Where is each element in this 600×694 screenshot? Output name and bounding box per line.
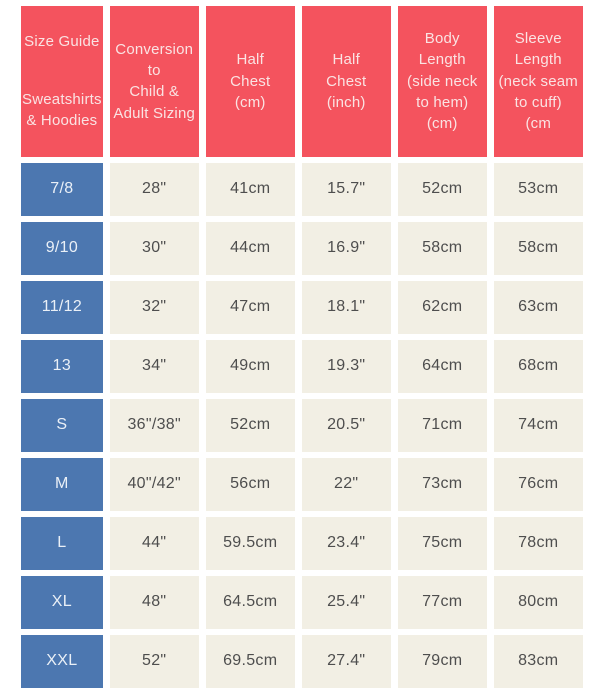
measurement-cell: 71cm — [397, 398, 487, 452]
table-header: Size Guide Sweatshirts & Hoodies Convers… — [21, 6, 583, 157]
measurement-cell: 44cm — [205, 221, 295, 275]
measurement-cell: 28" — [109, 162, 199, 216]
measurement-cell: 68cm — [493, 339, 583, 393]
measurement-cell: 56cm — [205, 457, 295, 511]
measurement-cell: 41cm — [205, 162, 295, 216]
measurement-cell: 23.4" — [301, 516, 391, 570]
table-row: S 36"/38" 52cm 20.5" 71cm 74cm — [21, 398, 583, 452]
measurement-cell: 52" — [109, 634, 199, 688]
measurement-cell: 75cm — [397, 516, 487, 570]
table-row: M 40"/42" 56cm 22" 73cm 76cm — [21, 457, 583, 511]
table-body: 7/8 28" 41cm 15.7" 52cm 53cm 9/10 30" 44cm 16.9" 5… — [21, 162, 583, 688]
size-guide-page: Size Guide Sweatshirts & Hoodies Convers… — [21, 6, 583, 688]
measurement-cell: 78cm — [493, 516, 583, 570]
measurement-cell: 83cm — [493, 634, 583, 688]
measurement-cell: 48" — [109, 575, 199, 629]
measurement-cell: 34" — [109, 339, 199, 393]
measurement-cell: 32" — [109, 280, 199, 334]
measurement-cell: 44" — [109, 516, 199, 570]
measurement-cell: 52cm — [205, 398, 295, 452]
measurement-cell: 79cm — [397, 634, 487, 688]
table-row: 13 34" 49cm 19.3" 64cm 68cm — [21, 339, 583, 393]
measurement-cell: 58cm — [493, 221, 583, 275]
size-label-cell: L — [21, 516, 103, 570]
measurement-cell: 40"/42" — [109, 457, 199, 511]
size-label-cell: S — [21, 398, 103, 452]
size-guide-title: Size Guide — [24, 33, 100, 51]
table-row: 9/10 30" 44cm 16.9" 58cm 58cm — [21, 221, 583, 275]
size-label-cell: M — [21, 457, 103, 511]
measurement-cell: 47cm — [205, 280, 295, 334]
table-row: 7/8 28" 41cm 15.7" 52cm 53cm — [21, 162, 583, 216]
measurement-cell: 52cm — [397, 162, 487, 216]
measurement-cell: 64cm — [397, 339, 487, 393]
measurement-cell: 27.4" — [301, 634, 391, 688]
size-guide-table: Size Guide Sweatshirts & Hoodies Convers… — [14, 0, 590, 694]
table-row: 11/12 32" 47cm 18.1" 62cm 63cm — [21, 280, 583, 334]
measurement-cell: 59.5cm — [205, 516, 295, 570]
measurement-cell: 16.9" — [301, 221, 391, 275]
column-header-conversion-sizing: Conversion to Child & Adult Sizing — [109, 6, 199, 157]
header-row: Size Guide Sweatshirts & Hoodies Convers… — [21, 6, 583, 157]
table-row: XL 48" 64.5cm 25.4" 77cm 80cm — [21, 575, 583, 629]
column-header-half-chest-cm: Half Chest (cm) — [205, 6, 295, 157]
measurement-cell: 73cm — [397, 457, 487, 511]
measurement-cell: 15.7" — [301, 162, 391, 216]
table-row: XXL 52" 69.5cm 27.4" 79cm 83cm — [21, 634, 583, 688]
size-label-cell: XL — [21, 575, 103, 629]
measurement-cell: 80cm — [493, 575, 583, 629]
measurement-cell: 19.3" — [301, 339, 391, 393]
size-label-cell: 13 — [21, 339, 103, 393]
measurement-cell: 20.5" — [301, 398, 391, 452]
measurement-cell: 76cm — [493, 457, 583, 511]
measurement-cell: 36"/38" — [109, 398, 199, 452]
measurement-cell: 18.1" — [301, 280, 391, 334]
table-row: L 44" 59.5cm 23.4" 75cm 78cm — [21, 516, 583, 570]
measurement-cell: 53cm — [493, 162, 583, 216]
garment-type-label: Sweatshirts & Hoodies — [22, 90, 102, 129]
size-label-cell: 9/10 — [21, 221, 103, 275]
column-header-sleeve-length: Sleeve Length (neck seam to cuff) (cm — [493, 6, 583, 157]
measurement-cell: 77cm — [397, 575, 487, 629]
measurement-cell: 64.5cm — [205, 575, 295, 629]
corner-header-inner: Size Guide Sweatshirts & Hoodies — [21, 27, 103, 135]
measurement-cell: 63cm — [493, 280, 583, 334]
measurement-cell: 74cm — [493, 398, 583, 452]
measurement-cell: 62cm — [397, 280, 487, 334]
size-label-cell: XXL — [21, 634, 103, 688]
measurement-cell: 30" — [109, 221, 199, 275]
column-header-body-length: Body Length (side neck to hem) (cm) — [397, 6, 487, 157]
corner-header-cell: Size Guide Sweatshirts & Hoodies — [21, 6, 103, 157]
measurement-cell: 49cm — [205, 339, 295, 393]
size-label-cell: 11/12 — [21, 280, 103, 334]
measurement-cell: 25.4" — [301, 575, 391, 629]
column-header-half-chest-inch: Half Chest (inch) — [301, 6, 391, 157]
measurement-cell: 22" — [301, 457, 391, 511]
measurement-cell: 58cm — [397, 221, 487, 275]
measurement-cell: 69.5cm — [205, 634, 295, 688]
size-label-cell: 7/8 — [21, 162, 103, 216]
